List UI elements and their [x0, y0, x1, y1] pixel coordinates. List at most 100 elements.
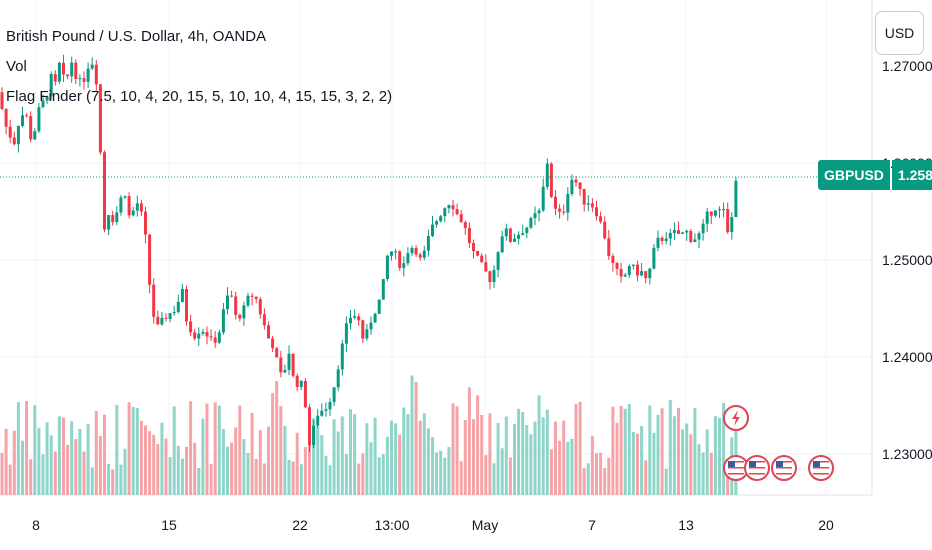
- candle-body: [160, 317, 164, 325]
- us-flag-icon[interactable]: [808, 455, 834, 481]
- volume-bar: [377, 457, 381, 495]
- candle-body: [521, 233, 525, 235]
- volume-bar: [451, 403, 455, 495]
- candle-body: [139, 203, 143, 212]
- candle-body: [135, 203, 139, 211]
- candle-body: [677, 230, 680, 234]
- candle-body: [217, 332, 221, 343]
- candle-body: [611, 255, 615, 263]
- flash-event-icon[interactable]: [723, 405, 749, 431]
- volume-bar: [652, 432, 656, 495]
- candle-body: [394, 251, 398, 253]
- candle-body: [197, 333, 201, 339]
- candle-body: [0, 92, 4, 109]
- candle-body: [697, 233, 701, 240]
- candle-body: [189, 321, 193, 333]
- volume-bar: [94, 410, 98, 495]
- volume-bar: [713, 416, 717, 495]
- volume-bar: [607, 457, 611, 495]
- candle-body: [406, 253, 410, 264]
- candle-body: [369, 322, 373, 330]
- volume-bar: [693, 407, 697, 495]
- candle-body: [176, 301, 180, 313]
- candle-body: [426, 236, 430, 251]
- x-tick-label: 13:00: [374, 517, 409, 533]
- volume-bar: [111, 469, 115, 495]
- candle-body: [595, 207, 598, 217]
- candle-body: [312, 425, 316, 445]
- candle-body: [148, 234, 152, 285]
- volume-bar: [205, 403, 209, 495]
- volume-bar: [45, 422, 49, 495]
- volume-bar: [611, 406, 615, 495]
- volume-bar: [62, 417, 65, 495]
- candle-body: [574, 179, 578, 183]
- volume-bar: [119, 464, 123, 495]
- y-tick-label: 1.25000: [882, 252, 932, 268]
- volume-bar: [549, 449, 553, 495]
- us-flag-icon[interactable]: [771, 455, 797, 481]
- volume-bar: [37, 427, 41, 495]
- candle-body: [656, 237, 660, 248]
- currency-button[interactable]: USD: [875, 11, 924, 55]
- volume-bar: [16, 402, 20, 495]
- volume-bar: [705, 429, 709, 495]
- candle-body: [41, 100, 45, 108]
- volume-bar: [426, 428, 430, 495]
- candle-body: [558, 208, 562, 212]
- candle-body: [463, 222, 467, 229]
- candle-body: [226, 295, 229, 310]
- volume-bar: [504, 416, 508, 495]
- candle-body: [25, 115, 29, 117]
- volume-bar: [242, 439, 246, 495]
- volume-bar: [660, 408, 664, 495]
- x-tick-label: 7: [588, 517, 596, 533]
- candle-body: [599, 216, 603, 222]
- candle-body: [62, 62, 65, 75]
- us-flag-icon[interactable]: [744, 455, 770, 481]
- candle-body: [213, 337, 217, 343]
- volume-bar: [127, 402, 131, 495]
- candle-body: [16, 125, 20, 145]
- candle-body: [8, 126, 12, 138]
- candle-body: [144, 211, 147, 235]
- candle-body: [185, 288, 188, 322]
- volume-bar: [636, 433, 639, 495]
- candle-body: [254, 296, 258, 300]
- candle-body: [517, 234, 521, 239]
- volume-bar: [262, 463, 266, 495]
- volume-bar: [406, 414, 410, 495]
- volume-bar: [398, 434, 402, 495]
- candle-body: [267, 325, 270, 339]
- candle-body: [549, 163, 553, 197]
- candle-body: [201, 331, 205, 334]
- candle-body: [250, 295, 254, 297]
- candle-body: [472, 243, 475, 252]
- legend-indicator[interactable]: Flag Finder (7.5, 10, 4, 20, 15, 5, 10, …: [6, 88, 393, 105]
- candle-body: [447, 205, 451, 209]
- volume-bar: [185, 446, 188, 495]
- candle-body: [644, 271, 648, 279]
- volume-bar: [234, 427, 238, 495]
- candle-body: [718, 209, 721, 211]
- candle-body: [299, 380, 303, 387]
- candle-body: [324, 409, 328, 411]
- candle-body: [525, 227, 529, 234]
- volume-bar: [431, 437, 434, 495]
- legend-volume[interactable]: Vol: [6, 58, 27, 75]
- candle-body: [320, 410, 324, 416]
- candle-body: [53, 74, 57, 82]
- candle-body: [578, 182, 582, 189]
- candle-body: [726, 209, 730, 233]
- volume-bar: [148, 431, 152, 495]
- candle-body: [205, 331, 209, 337]
- candle-body: [467, 228, 471, 244]
- candle-body: [480, 255, 484, 263]
- volume-bar: [217, 405, 221, 495]
- volume-bar: [718, 417, 721, 495]
- candle-body: [385, 255, 389, 280]
- candle-body: [119, 197, 123, 213]
- candle-body: [74, 62, 78, 79]
- volume-bar: [82, 451, 86, 495]
